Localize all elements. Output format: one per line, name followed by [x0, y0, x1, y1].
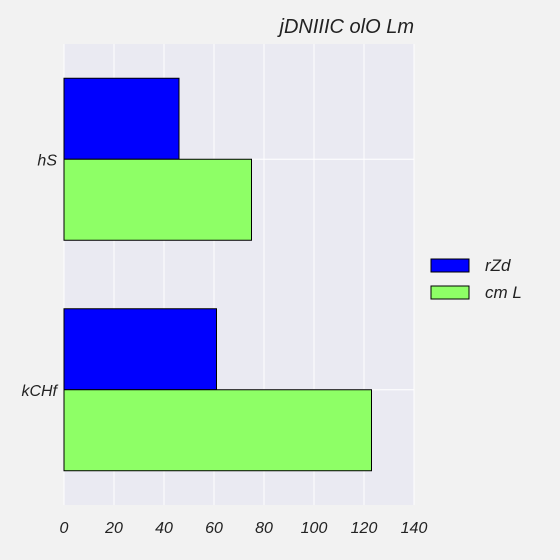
legend: rZd cm L — [431, 256, 522, 302]
y-tick-label: hS — [37, 152, 57, 169]
bar-rZd-kCHf — [64, 309, 217, 390]
bar-cm-L-hS — [64, 159, 252, 240]
x-tick-label: 60 — [205, 520, 223, 537]
legend-label: cm L — [485, 283, 522, 302]
chart-title: jDNIIIC olO Lm — [277, 16, 414, 38]
y-tick-label: kCHf — [21, 383, 58, 400]
x-axis-ticks: 0 20 40 60 80 100 120 140 — [60, 520, 428, 537]
bar-rZd-hS — [64, 78, 179, 159]
x-tick-label: 140 — [401, 520, 428, 537]
legend-swatch-rZd — [431, 259, 469, 272]
legend-label: rZd — [485, 256, 511, 275]
x-tick-label: 80 — [255, 520, 273, 537]
x-tick-label: 20 — [104, 520, 123, 537]
x-tick-label: 120 — [351, 520, 378, 537]
bar-cm-L-kCHf — [64, 390, 372, 471]
y-axis-ticks: hS kCHf — [21, 152, 58, 400]
legend-swatch-cm-L — [431, 286, 469, 299]
x-tick-label: 40 — [155, 520, 173, 537]
x-tick-label: 0 — [60, 520, 69, 537]
x-tick-label: 100 — [301, 520, 328, 537]
